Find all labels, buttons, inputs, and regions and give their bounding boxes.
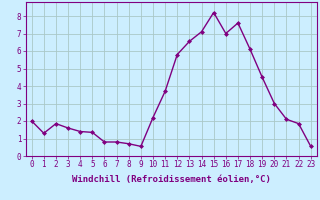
X-axis label: Windchill (Refroidissement éolien,°C): Windchill (Refroidissement éolien,°C) <box>72 175 271 184</box>
